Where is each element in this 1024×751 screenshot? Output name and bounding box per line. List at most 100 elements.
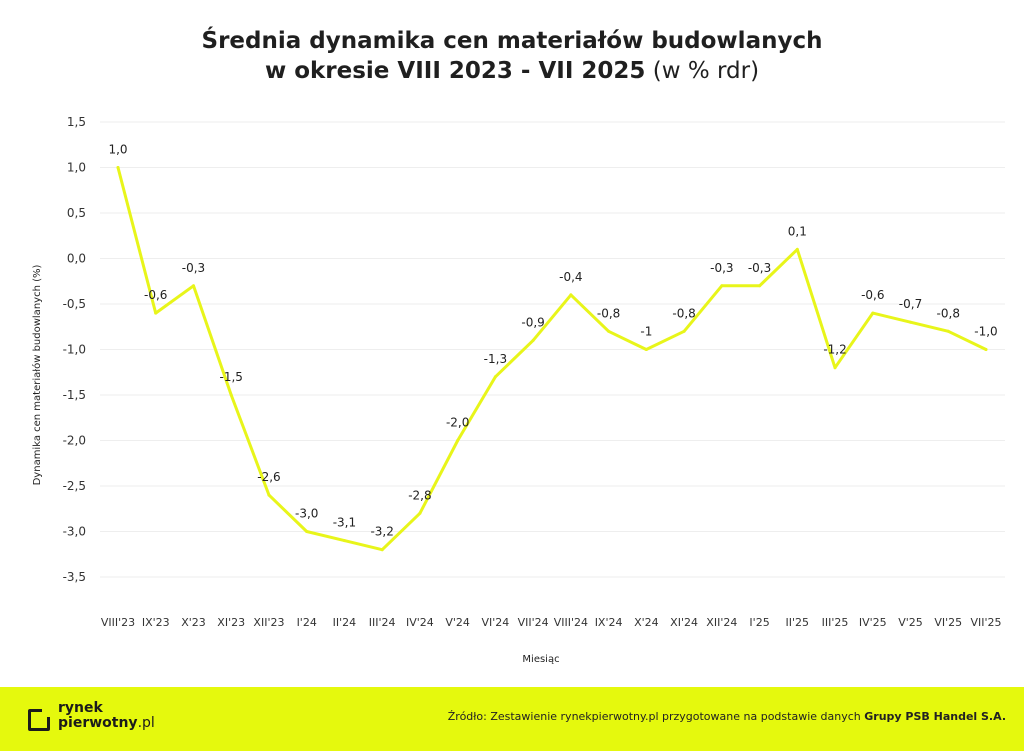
data-label: -0,4	[559, 270, 582, 284]
data-point	[607, 329, 611, 333]
data-point	[305, 530, 309, 533]
data-point	[116, 166, 120, 169]
data-point	[720, 284, 724, 288]
y-tick-label: -3,5	[63, 570, 86, 584]
data-point	[569, 293, 573, 297]
data-point	[493, 375, 497, 379]
data-point	[456, 439, 460, 442]
data-point	[342, 539, 346, 543]
x-tick-label: IV'25	[859, 616, 887, 629]
data-point	[871, 311, 875, 315]
x-tick-label: V'25	[898, 616, 923, 629]
y-tick-label: 0,0	[67, 252, 86, 266]
data-point	[984, 348, 988, 351]
y-tick-label: -1,5	[63, 388, 86, 402]
data-point	[682, 329, 686, 333]
data-point	[833, 366, 837, 370]
x-tick-label: X'23	[181, 616, 206, 629]
logo-domain: .pl	[137, 715, 155, 731]
y-tick-label: -2,5	[63, 479, 86, 493]
title-unit: (w % rdr)	[652, 58, 760, 84]
source-prefix: Źródło: Zestawienie rynekpierwotny.pl pr…	[447, 710, 861, 723]
gridlines	[100, 121, 1005, 578]
data-label: -0,6	[861, 288, 884, 302]
x-tick-label: VII'24	[518, 616, 549, 629]
y-tick-label: 1,0	[67, 161, 86, 175]
x-tick-label: III'25	[822, 616, 849, 629]
logo-name: pierwotny	[58, 715, 138, 731]
y-tick-label: -2,0	[63, 434, 86, 448]
x-tick-label: VII'25	[970, 616, 1001, 629]
logo-text: rynek pierwotny.pl	[58, 701, 155, 731]
chart-title: Średnia dynamika cen materiałów budowlan…	[0, 26, 1024, 86]
line-chart: 1,5 1,0 0,5 0,0 -0,5 -1,0 -1,5 -2,0 -2,5 -3,0 -3,5…	[31, 115, 1005, 665]
x-axis-label: Miesiąc	[522, 654, 559, 665]
footer-bar: rynek pierwotny.pl Źródło: Zestawienie r…	[0, 687, 1024, 751]
data-point	[154, 311, 158, 315]
x-tick-label: II'24	[333, 616, 357, 629]
data-label: -0,3	[748, 261, 771, 275]
y-tick-labels: 1,5 1,0 0,5 0,0 -0,5 -1,0 -1,5 -2,0 -2,5 -3,0 -3,5	[63, 115, 86, 584]
x-tick-label: X'24	[634, 616, 659, 629]
data-label: -1	[640, 325, 652, 339]
x-tick-label: IV'24	[406, 616, 434, 629]
title-period: w okresie VIII 2023 - VII 2025	[264, 58, 646, 84]
data-label: 1,0	[108, 143, 127, 157]
x-tick-label: I'25	[749, 616, 769, 629]
y-tick-label: -0,5	[63, 297, 86, 311]
x-tick-labels: VIII'23 IX'23 X'23 XI'23 XII'23 I'24 II'24 III'…	[101, 616, 1002, 629]
x-tick-label: VI'24	[481, 616, 509, 629]
data-label: -0,9	[521, 315, 544, 329]
y-tick-label: -3,0	[63, 525, 86, 539]
data-label: -0,8	[597, 306, 620, 320]
y-tick-label: 1,5	[67, 115, 86, 129]
data-label: -2,6	[257, 470, 280, 484]
data-label: -0,6	[144, 288, 167, 302]
logo-line-2: pierwotny.pl	[58, 716, 155, 731]
y-axis-label: Dynamika cen materiałów budowlanych (%)	[31, 265, 43, 486]
data-label: -0,7	[899, 297, 922, 311]
x-tick-label: XII'23	[253, 616, 284, 629]
data-point	[267, 493, 271, 497]
data-label: -3,0	[295, 507, 318, 521]
data-point	[380, 548, 384, 552]
data-label: 0,1	[788, 224, 807, 238]
data-point	[191, 284, 195, 288]
x-tick-label: VIII'24	[554, 616, 588, 629]
data-point	[909, 320, 913, 324]
data-label: -2,8	[408, 488, 431, 502]
data-label: -3,1	[333, 516, 356, 530]
x-tick-label: IX'23	[142, 616, 170, 629]
x-tick-label: VI'25	[934, 616, 962, 629]
data-point	[795, 247, 799, 251]
x-tick-label: V'24	[445, 616, 470, 629]
x-tick-label: XI'23	[217, 616, 245, 629]
x-tick-label: II'25	[786, 616, 810, 629]
x-tick-label: III'24	[369, 616, 396, 629]
title-line-1: Średnia dynamika cen materiałów budowlan…	[201, 28, 823, 54]
y-tick-label: 0,5	[67, 206, 86, 220]
data-label: -3,2	[370, 525, 393, 539]
series-line	[116, 166, 988, 552]
data-point	[229, 393, 233, 397]
data-label: -0,8	[937, 306, 960, 320]
logo-bracket-icon	[28, 709, 50, 731]
data-label: -1,3	[484, 352, 507, 366]
data-point	[531, 338, 535, 342]
data-point	[758, 284, 762, 288]
data-label: -0,8	[672, 306, 695, 320]
series-line-group	[116, 166, 988, 552]
x-tick-label: XI'24	[670, 616, 698, 629]
x-tick-label: I'24	[297, 616, 317, 629]
x-tick-label: XII'24	[706, 616, 737, 629]
logo-line-1: rynek	[58, 700, 103, 716]
source-organization: Grupy PSB Handel S.A.	[864, 710, 1006, 723]
data-point	[418, 511, 422, 515]
title-line-2: w okresie VIII 2023 - VII 2025 (w % rdr)	[0, 56, 1024, 86]
source-note: Źródło: Zestawienie rynekpierwotny.pl pr…	[448, 710, 1006, 723]
data-labels: 1,0 -0,6 -0,3 -1,5 -2,6 -3,0 -3,1 -3,2 -2,8 -2,0 -…	[108, 143, 997, 539]
data-label: -1,0	[974, 325, 997, 339]
x-tick-label: IX'24	[595, 616, 623, 629]
y-tick-label: -1,0	[63, 343, 86, 357]
data-label: -0,3	[710, 261, 733, 275]
